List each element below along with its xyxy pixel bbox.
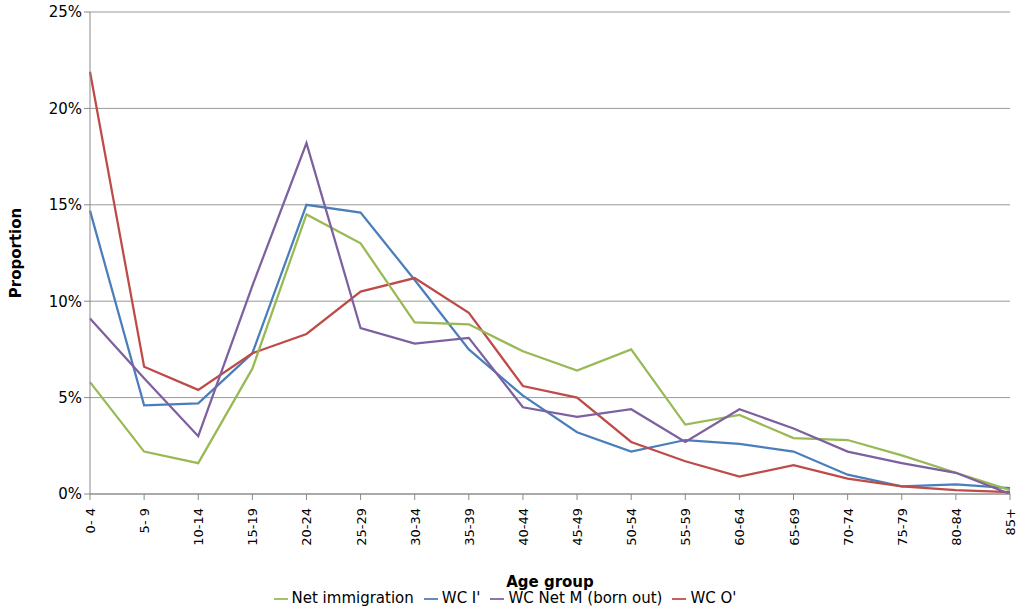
svg-text:60-64: 60-64 bbox=[732, 508, 747, 546]
svg-text:50-54: 50-54 bbox=[624, 508, 639, 546]
svg-text:85+: 85+ bbox=[1003, 508, 1016, 535]
svg-text:30-34: 30-34 bbox=[408, 508, 423, 546]
svg-text:15%: 15% bbox=[49, 196, 82, 214]
svg-text:40-44: 40-44 bbox=[516, 508, 531, 546]
svg-text:10%: 10% bbox=[49, 293, 82, 311]
html-text:WC Net M (born out): WC Net M (born out) bbox=[508, 589, 663, 607]
svg-text:45-49: 45-49 bbox=[570, 508, 585, 546]
svg-text:35-39: 35-39 bbox=[462, 508, 477, 546]
html-text:WC O': WC O' bbox=[690, 589, 737, 607]
svg-text:0- 4: 0- 4 bbox=[83, 508, 98, 533]
html-text:Net immigration: Net immigration bbox=[291, 589, 414, 607]
svg-text:10-14: 10-14 bbox=[191, 508, 206, 546]
svg-text:15-19: 15-19 bbox=[245, 508, 260, 546]
svg-text:Age group: Age group bbox=[506, 573, 594, 591]
svg-text:75-79: 75-79 bbox=[895, 508, 910, 546]
svg-text:25%: 25% bbox=[49, 3, 82, 21]
svg-text:5%: 5% bbox=[58, 389, 82, 407]
svg-text:0%: 0% bbox=[58, 485, 82, 503]
html-text:WC I': WC I' bbox=[441, 589, 481, 607]
svg-text:20%: 20% bbox=[49, 100, 82, 118]
svg-text:70-74: 70-74 bbox=[841, 508, 856, 546]
svg-text:25-29: 25-29 bbox=[354, 508, 369, 546]
svg-text:5- 9: 5- 9 bbox=[137, 508, 152, 533]
svg-text:Proportion: Proportion bbox=[8, 208, 25, 298]
svg-text:80-84: 80-84 bbox=[949, 508, 964, 546]
svg-text:65-69: 65-69 bbox=[787, 508, 802, 546]
svg-text:55-59: 55-59 bbox=[678, 508, 693, 546]
svg-text:20-24: 20-24 bbox=[299, 508, 314, 546]
